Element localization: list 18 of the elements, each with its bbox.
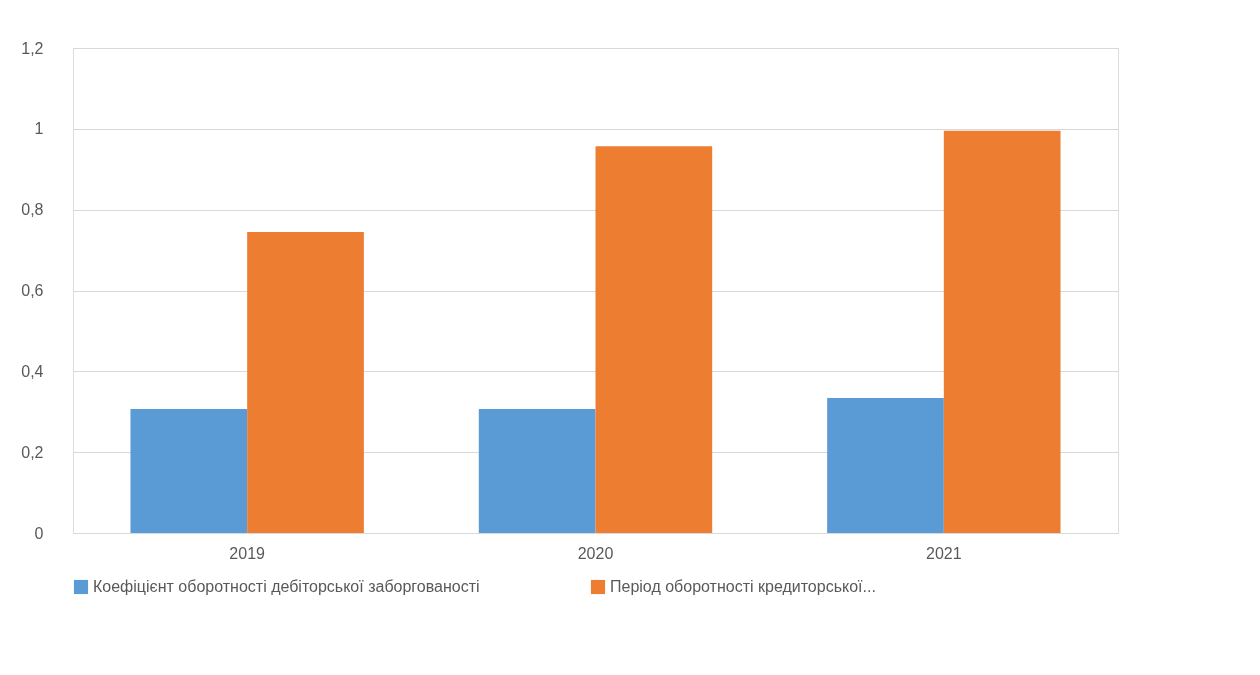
legend-label: Коефіцієнт оборотності дебіторської заборгованості (93, 578, 480, 595)
y-tick-label: 0,8 (21, 201, 44, 219)
y-tick-label: 1,2 (21, 39, 44, 57)
y-tick-label: 0 (34, 524, 44, 542)
bar (595, 146, 713, 533)
legend-label: Період оборотності кредиторської... (610, 578, 876, 595)
y-tick-label: 0,6 (21, 282, 44, 299)
y-tick-label: 0,4 (21, 362, 44, 380)
bar (478, 408, 596, 533)
bar (827, 398, 944, 533)
y-tick-label: 1 (34, 120, 44, 138)
bar (130, 408, 248, 533)
x-tick-label: 2020 (577, 544, 614, 562)
x-tick-label: 2021 (926, 544, 962, 562)
x-tick-label: 2019 (229, 544, 266, 562)
bar (247, 231, 364, 533)
bar (943, 130, 1061, 533)
y-tick-label: 0,2 (21, 443, 44, 461)
